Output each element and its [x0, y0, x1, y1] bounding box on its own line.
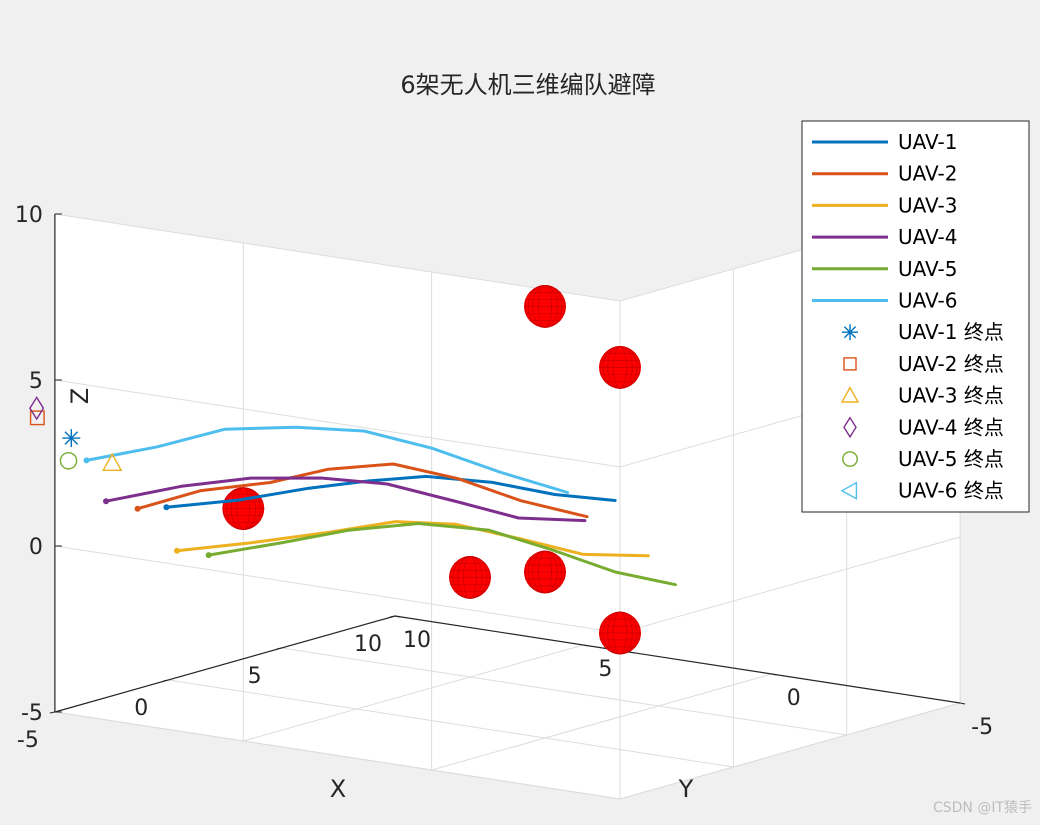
obstacle-sphere [524, 285, 566, 328]
obstacle-sphere [524, 550, 566, 594]
legend-entry-label: UAV-1 [898, 130, 958, 154]
trajectory-uav-5 [207, 522, 677, 587]
obstacle-sphere [449, 556, 491, 599]
grid-line [619, 536, 961, 634]
legend-entry-label: UAV-4 [898, 225, 958, 249]
endpoint-marker [62, 429, 81, 448]
marker-shape [842, 451, 858, 467]
grid-line [54, 711, 621, 800]
trajectory-uav-2 [136, 462, 589, 519]
endpoint-marker [29, 410, 45, 426]
watermark: CSDN @IT猿手 [933, 800, 1032, 816]
legend-entry-label: UAV-4 终点 [898, 415, 1004, 439]
trajectory-start-point [205, 552, 212, 559]
trajectory-start-point [103, 498, 109, 505]
endpoint-marker [102, 452, 123, 471]
legend-box [801, 120, 1030, 513]
x-tick-label: 0 [787, 686, 801, 711]
y-tick-label: -5 [17, 728, 39, 753]
legend-marker-swatch [842, 451, 858, 467]
grid-line [281, 647, 847, 736]
x-axis-line [394, 615, 961, 704]
legend-entry-label: UAV-5 [898, 257, 958, 281]
x-tick-mark [583, 644, 589, 647]
z-tick-label: 10 [15, 203, 43, 228]
x-tick-label: -5 [971, 715, 993, 740]
grid-line [431, 673, 772, 771]
legend-entry-label: UAV-1 终点 [898, 320, 1004, 344]
y-tick-mark [49, 711, 55, 714]
legend-marker-swatch [840, 481, 858, 500]
marker-shape [59, 451, 78, 470]
grid-line [54, 379, 621, 468]
y-tick-mark [276, 647, 282, 650]
marker-shape [29, 396, 45, 421]
trajectory-uav-6 [85, 425, 570, 494]
x-tick-label: 10 [403, 628, 431, 653]
trajectory-start-point [83, 457, 90, 464]
legend-marker-swatch [842, 324, 858, 341]
obstacle-sphere [599, 346, 641, 389]
trajectory-start-point [134, 505, 141, 512]
trajectory-uav-1 [164, 474, 617, 509]
y-axis-line [54, 615, 396, 713]
legend: UAV-1 UAV-2 UAV-3 UAV-4 UAV-5 UAV-6 UAV-1 终点 UA… [801, 120, 1030, 513]
endpoint-marker [29, 396, 45, 421]
legend-entry-label: UAV-2 [898, 162, 958, 186]
trajectory-uav-4 [104, 476, 587, 523]
legend-marker-swatch [840, 386, 860, 403]
legend-entry-label: UAV-2 终点 [898, 352, 1004, 376]
plot-data [29, 285, 677, 655]
legend-entry-label: UAV-6 [898, 289, 958, 313]
y-tick-mark [163, 679, 169, 682]
trajectory-start-point [163, 504, 170, 511]
z-tick-label: 0 [29, 535, 43, 560]
obstacle-sphere [222, 487, 265, 530]
y-axis-label: Y [678, 775, 694, 803]
legend-marker-swatch [843, 357, 857, 371]
grid-line [168, 679, 734, 768]
grid-line [54, 545, 621, 634]
grid-line [619, 702, 961, 800]
x-tick-label: 5 [598, 657, 612, 682]
legend-entry-label: UAV-3 [898, 193, 958, 217]
marker-shape [840, 481, 858, 500]
obstacle-sphere [599, 611, 641, 655]
x-tick-mark [394, 615, 401, 618]
z-axis-label: Z [66, 388, 94, 404]
marker-stroke [843, 326, 857, 339]
marker-shape [843, 416, 857, 439]
y-tick-label: 10 [354, 632, 382, 657]
legend-marker-swatch [843, 416, 857, 439]
axes-lines [49, 213, 966, 714]
endpoint-marker [59, 451, 78, 470]
grid-line [243, 644, 584, 742]
x-axis-label: X [330, 775, 346, 803]
x-tick-mark [960, 702, 966, 705]
axes-back-pane-right [54, 214, 620, 799]
grid-line [54, 213, 621, 302]
y-tick-mark [389, 615, 396, 618]
z-tick-label: 5 [29, 369, 43, 394]
legend-entry-label: UAV-3 终点 [898, 384, 1004, 408]
legend-entry-label: UAV-5 终点 [898, 447, 1004, 471]
trajectory-start-point [174, 547, 180, 554]
marker-shape [840, 386, 860, 403]
marker-shape [29, 410, 45, 426]
legend-entry-label: UAV-6 终点 [898, 479, 1004, 503]
z-tick-label: -5 [21, 701, 43, 726]
x-tick-mark [771, 673, 777, 676]
marker-shape [843, 357, 857, 371]
marker-stroke [64, 431, 79, 445]
chart-title: 6架无人机三维编队避障 [400, 71, 655, 99]
y-tick-label: 5 [248, 664, 262, 689]
y-tick-label: 0 [134, 696, 148, 721]
marker-shape [102, 452, 123, 471]
